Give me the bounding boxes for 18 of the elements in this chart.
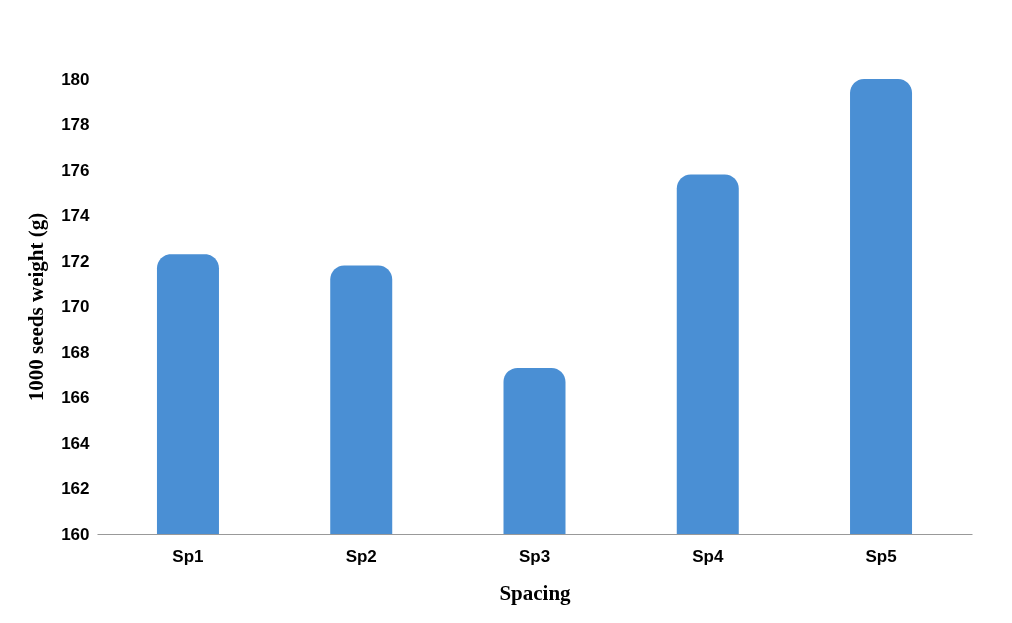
y-tick-label: 172: [61, 251, 90, 271]
y-tick-label: 166: [61, 388, 90, 407]
y-axis-title: 1000 seeds weight (g): [24, 212, 49, 402]
x-tick-label: Sp3: [518, 546, 551, 566]
x-tick-label: Sp2: [345, 546, 377, 566]
y-tick-label: 170: [61, 297, 90, 316]
x-tick-label: Sp1: [172, 546, 204, 566]
x-axis-title: Spacing: [499, 580, 572, 605]
y-tick-label: 180: [61, 69, 90, 89]
y-tick-label: 160: [61, 524, 90, 544]
y-tick-label: 174: [61, 206, 91, 225]
y-tick-label: 162: [61, 479, 90, 498]
x-tick-label: Sp4: [692, 546, 724, 566]
x-tick-label: Sp5: [865, 546, 897, 566]
y-tick-label: 164: [61, 433, 91, 453]
y-tick-label: 178: [61, 115, 90, 134]
y-tick-label: 168: [61, 342, 90, 362]
y-tick-label: 176: [61, 160, 90, 180]
